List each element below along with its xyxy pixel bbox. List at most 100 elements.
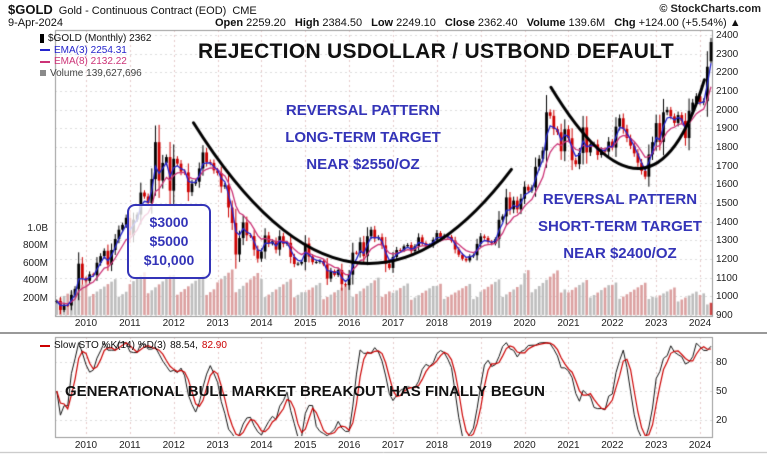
price-axis-label: 1400 — [716, 216, 739, 228]
quote-field-label: Open — [215, 17, 244, 29]
year-axis-label: 2011 — [119, 440, 141, 451]
year-axis-label: 2014 — [250, 318, 273, 329]
volume-axis-label: 200M — [22, 292, 48, 304]
quote-field-label: High — [294, 17, 320, 29]
year-axis-label: 2010 — [74, 318, 98, 329]
legend-ema3-label: EMA(3) 2254.31 — [54, 44, 127, 56]
price-axis-label: 1200 — [716, 254, 739, 265]
quote-field-label: Low — [371, 17, 394, 29]
volume-axis-label: 800M — [22, 240, 48, 251]
legend-ema8-label: EMA(8) 2132.22 — [54, 56, 127, 67]
year-axis-label: 2023 — [645, 318, 668, 329]
legend-ema8-row: EMA(8) 2132.22 — [40, 56, 151, 68]
year-axis-label: 2018 — [425, 440, 448, 451]
year-axis-label: 2021 — [557, 318, 580, 329]
year-axis-label: 2022 — [601, 440, 624, 451]
quote-field-label: Chg — [614, 17, 636, 29]
year-axis-label: 2011 — [119, 318, 141, 329]
year-axis-label: 2012 — [162, 440, 185, 451]
annotation-line: REVERSAL PATTERN — [285, 102, 441, 119]
year-axis-label: 2020 — [513, 318, 536, 329]
legend-ema3-row: EMA(3) 2254.31 — [40, 45, 151, 57]
quote-field-value: 2259.20 — [246, 17, 286, 29]
annotation-short-term-target: REVERSAL PATTERN SHORT-TERM TARGET NEAR … — [510, 186, 730, 267]
target-price: $5000 — [149, 233, 189, 249]
year-axis-label: 2012 — [162, 318, 185, 329]
quote-field-value: +124.00 (+5.54%) ▲ — [638, 17, 741, 29]
year-axis-label: 2019 — [469, 440, 492, 451]
sto-axis-label: 50 — [716, 386, 728, 397]
quote-field-value: 139.6M — [568, 17, 606, 29]
price-axis-label: 1700 — [716, 160, 739, 172]
target-price: $10,000 — [143, 252, 195, 268]
year-axis-label: 2024 — [688, 440, 712, 451]
price-axis-label: 1600 — [716, 179, 739, 191]
legend-volume-label: Volume 139,627,696 — [50, 67, 142, 79]
price-axis-label: 2200 — [716, 67, 739, 79]
quote-field-value: 2362.40 — [477, 17, 518, 29]
sto-axis-label: 80 — [716, 357, 728, 368]
year-axis-label: 2013 — [206, 318, 229, 329]
candlestick-icon — [40, 34, 44, 44]
year-axis-label: 2017 — [381, 318, 405, 329]
target-price: $3000 — [149, 214, 189, 230]
symbol: $GOLD — [8, 2, 53, 17]
ema8-line-icon — [40, 60, 50, 63]
year-axis-label: 2017 — [381, 440, 405, 451]
annotation-title: REJECTION USDOLLAR / USTBOND DEFAULT — [198, 40, 674, 63]
volume-axis-label: 400M — [22, 275, 48, 286]
stochastic-legend: Slow STO %K(14) %D(3) 88.54, 82.90 — [40, 340, 227, 351]
volume-axis-label: 1.0B — [27, 222, 48, 234]
stockcharts-credit: © StockCharts.com — [659, 3, 761, 15]
annotation-lower-banner: GENERATIONAL BULL MARKET BREAKOUT HAS FI… — [64, 383, 545, 400]
year-axis-label: 2018 — [425, 318, 448, 329]
quote-date: 9-Apr-2024 — [8, 17, 64, 29]
price-axis-label: 2300 — [716, 48, 739, 60]
price-axis-label: 1100 — [716, 272, 738, 284]
annotation-long-term-target: REVERSAL PATTERN LONG-TERM TARGET NEAR $… — [253, 97, 473, 178]
quote-field-label: Volume — [526, 17, 566, 29]
year-axis-label: 2021 — [557, 440, 580, 451]
panel-divider — [0, 332, 767, 334]
sto-line-icon — [40, 344, 50, 347]
price-axis-label: 2100 — [716, 86, 739, 97]
price-axis-label: 1300 — [716, 235, 739, 247]
year-axis-label: 2015 — [294, 440, 317, 451]
price-axis-label: 1800 — [716, 142, 739, 153]
quote-field-value: 2249.10 — [396, 17, 436, 29]
legend-volume-row: Volume 139,627,696 — [40, 68, 151, 80]
annotation-line: NEAR $2400/OZ — [563, 245, 677, 262]
year-axis-label: 2020 — [513, 440, 536, 451]
year-axis-label: 2019 — [469, 318, 492, 329]
legend-symbol-row: $GOLD (Monthly) 2362 — [40, 33, 151, 45]
annotation-line: REVERSAL PATTERN — [542, 191, 698, 208]
quote-field-value: 2384.50 — [322, 17, 363, 29]
year-axis-label: 2023 — [645, 440, 668, 451]
volume-bars-icon — [40, 70, 46, 77]
ema3-line-icon — [40, 49, 50, 52]
annotation-line: SHORT-TERM TARGET — [538, 218, 702, 235]
year-axis-label: 2022 — [601, 318, 624, 329]
sto-legend-label: Slow STO %K(14) %D(3) — [54, 340, 167, 351]
exchange-label: CME — [232, 5, 257, 17]
year-axis-label: 2014 — [250, 440, 273, 451]
annotation-line: LONG-TERM TARGET — [285, 129, 441, 146]
price-axis-label: 2400 — [716, 30, 739, 41]
year-axis-label: 2016 — [338, 318, 361, 329]
symbol-description: Gold - Continuous Contract (EOD) — [58, 5, 227, 17]
chart-header: $GOLD Gold - Continuous Contract (EOD) C… — [8, 2, 257, 17]
year-axis-label: 2015 — [294, 318, 317, 329]
year-axis-label: 2016 — [338, 440, 361, 451]
sto-axis-label: 20 — [716, 415, 728, 426]
price-axis-label: 1900 — [716, 123, 739, 135]
year-axis-label: 2024 — [688, 318, 712, 329]
price-axis-label: 1500 — [716, 198, 739, 209]
annotation-line: NEAR $2550/OZ — [306, 156, 420, 173]
quote-row: Open 2259.20 High 2384.50 Low 2249.10 Close 236… — [215, 17, 750, 29]
sto-d-value: 82.90 — [201, 340, 227, 351]
legend-symbol-label: $GOLD (Monthly) 2362 — [48, 33, 152, 44]
price-targets-box: $3000 $5000 $10,000 — [127, 204, 211, 279]
year-axis-label: 2013 — [206, 440, 229, 451]
price-axis-label: 900 — [716, 310, 733, 321]
